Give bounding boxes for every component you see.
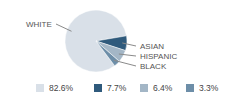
svg-text:HISPANIC: HISPANIC — [140, 52, 177, 61]
svg-text:7.7%: 7.7% — [107, 83, 127, 93]
svg-text:3.3%: 3.3% — [199, 83, 219, 93]
svg-text:82.6%: 82.6% — [49, 83, 74, 93]
svg-text:BLACK: BLACK — [140, 62, 167, 71]
svg-text:ASIAN: ASIAN — [140, 42, 164, 51]
svg-text:6.4%: 6.4% — [153, 83, 173, 93]
svg-text:WHITE: WHITE — [26, 20, 52, 29]
